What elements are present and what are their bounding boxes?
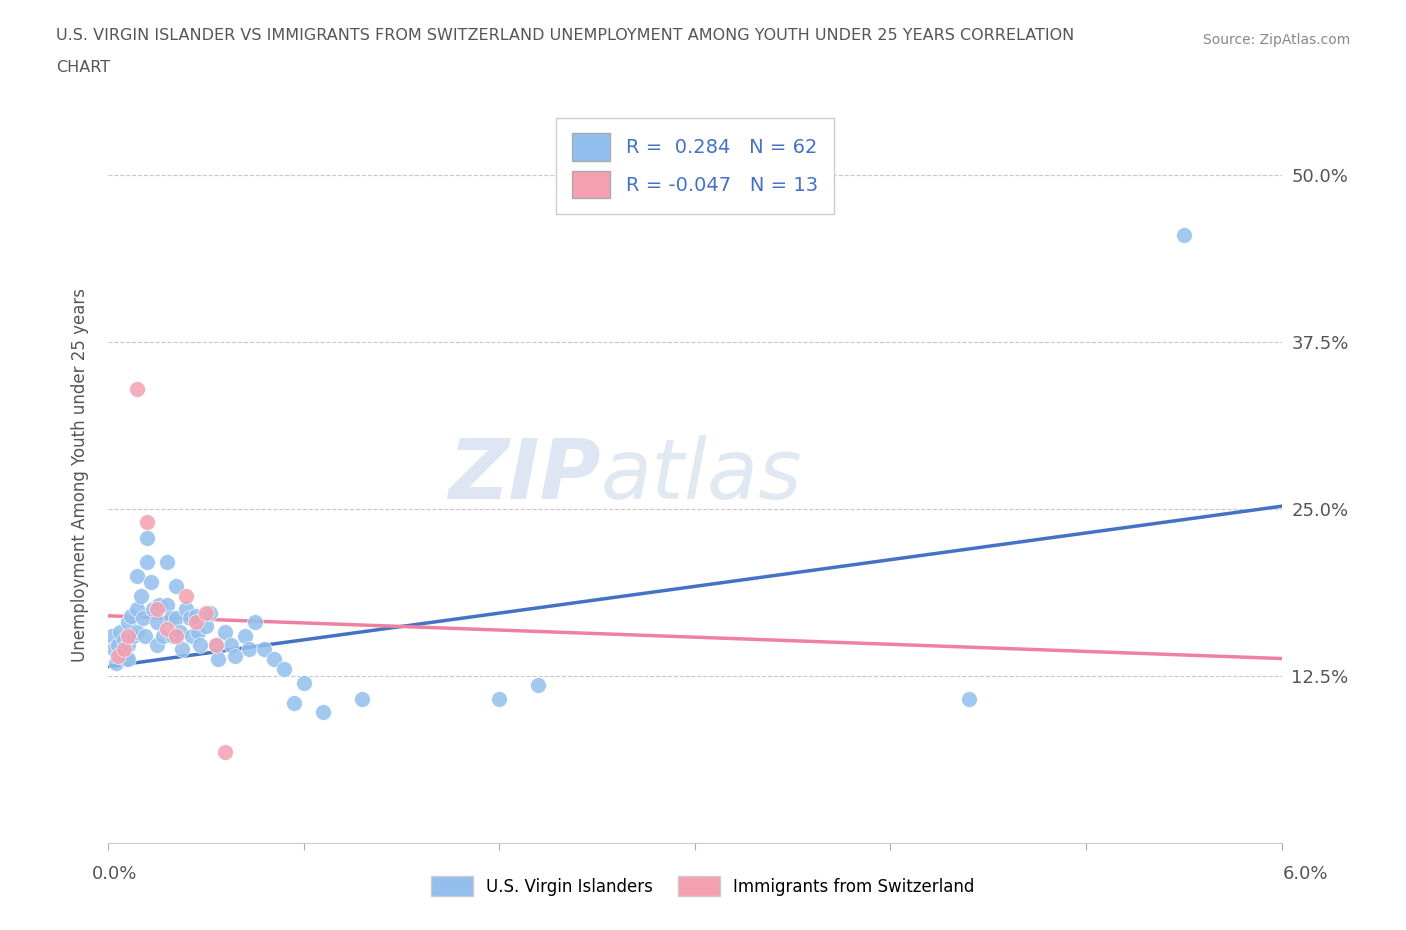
Point — [273, 662, 295, 677]
Point — [166, 629, 188, 644]
Point — [146, 638, 169, 653]
Point — [1173, 228, 1195, 243]
Point — [127, 381, 149, 396]
Point — [233, 629, 256, 644]
Point — [156, 622, 179, 637]
Point — [132, 611, 155, 626]
Text: CHART: CHART — [56, 60, 110, 75]
Point — [204, 638, 226, 653]
Text: Source: ZipAtlas.com: Source: ZipAtlas.com — [1202, 33, 1350, 46]
Point — [263, 651, 285, 666]
Legend: U.S. Virgin Islanders, Immigrants from Switzerland: U.S. Virgin Islanders, Immigrants from S… — [425, 870, 981, 903]
Point — [108, 624, 131, 639]
Point — [127, 568, 149, 583]
Point — [174, 602, 197, 617]
Point — [214, 624, 236, 639]
Point — [104, 655, 127, 670]
Point — [103, 642, 125, 657]
Point — [107, 638, 129, 653]
Point — [352, 691, 374, 706]
Point — [146, 602, 169, 617]
Point — [184, 615, 207, 630]
Point — [146, 615, 169, 630]
Text: ZIP: ZIP — [449, 435, 600, 516]
Point — [198, 605, 221, 620]
Point — [243, 615, 266, 630]
Point — [174, 589, 197, 604]
Point — [172, 642, 194, 657]
Point — [219, 638, 242, 653]
Point — [166, 611, 188, 626]
Point — [127, 602, 149, 617]
Legend: R =  0.284   N = 62, R = -0.047   N = 13: R = 0.284 N = 62, R = -0.047 N = 13 — [555, 118, 834, 214]
Point — [152, 629, 174, 644]
Point — [179, 611, 201, 626]
Point — [114, 651, 136, 666]
Point — [184, 608, 207, 623]
Point — [224, 648, 246, 663]
Point — [156, 555, 179, 570]
Point — [127, 624, 149, 639]
Point — [169, 624, 191, 639]
Point — [148, 598, 170, 613]
Text: U.S. VIRGIN ISLANDER VS IMMIGRANTS FROM SWITZERLAND UNEMPLOYMENT AMONG YOUTH UND: U.S. VIRGIN ISLANDER VS IMMIGRANTS FROM … — [56, 28, 1074, 43]
Point — [292, 675, 315, 690]
Text: 6.0%: 6.0% — [1284, 865, 1329, 883]
Point — [101, 629, 124, 644]
Point — [162, 629, 184, 644]
Point — [159, 611, 181, 626]
Point — [194, 605, 217, 620]
Point — [107, 648, 129, 663]
Y-axis label: Unemployment Among Youth under 25 years: Unemployment Among Youth under 25 years — [72, 288, 89, 662]
Point — [117, 629, 139, 644]
Point — [957, 691, 980, 706]
Point — [527, 678, 550, 693]
Text: 0.0%: 0.0% — [91, 865, 136, 883]
Point — [134, 629, 156, 644]
Point — [253, 642, 276, 657]
Point — [117, 615, 139, 630]
Point — [112, 632, 135, 647]
Point — [136, 531, 159, 546]
Point — [117, 651, 139, 666]
Point — [156, 598, 179, 613]
Point — [181, 629, 204, 644]
Point — [166, 579, 188, 594]
Point — [111, 645, 134, 660]
Point — [204, 638, 226, 653]
Point — [187, 624, 209, 639]
Point — [117, 638, 139, 653]
Point — [139, 575, 162, 590]
Point — [214, 745, 236, 760]
Point — [122, 629, 145, 644]
Point — [112, 642, 135, 657]
Point — [283, 696, 305, 711]
Point — [136, 515, 159, 530]
Point — [238, 642, 260, 657]
Point — [488, 691, 510, 706]
Point — [121, 608, 143, 623]
Point — [142, 602, 165, 617]
Point — [136, 555, 159, 570]
Text: atlas: atlas — [600, 435, 803, 516]
Point — [129, 589, 152, 604]
Point — [194, 619, 217, 634]
Point — [207, 651, 229, 666]
Point — [188, 638, 211, 653]
Point — [312, 705, 335, 720]
